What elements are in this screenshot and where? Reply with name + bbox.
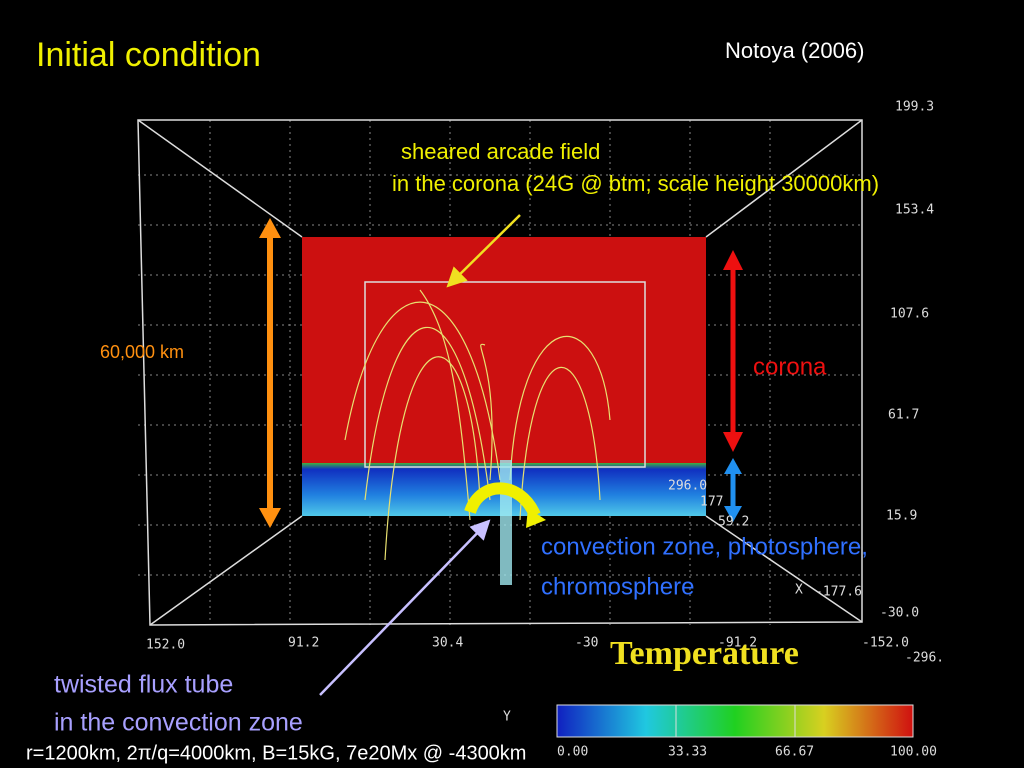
axis-label: 177: [700, 495, 723, 510]
citation: Notoya (2006): [725, 38, 864, 63]
axis-label: -91.2: [718, 636, 757, 651]
corona-region: [302, 237, 706, 465]
annotation: convection zone, photosphere,: [541, 533, 868, 560]
footer: r=1200km, 2π/q=4000km, B=15kG, 7e20Mx @ …: [26, 742, 526, 764]
annotation: in the corona (24G @ btm; scale height 3…: [392, 171, 879, 196]
axis-label: 153.4: [895, 203, 934, 218]
colorbar-label: 33.33: [668, 745, 707, 760]
colorbar-label: 66.67: [775, 745, 814, 760]
annotation: sheared arcade field: [401, 139, 600, 164]
field-lines: [344, 289, 611, 585]
annotation: corona: [753, 353, 827, 380]
axis-label: Y: [503, 710, 511, 725]
axis-label: 199.3: [895, 100, 934, 115]
annotation: in the convection zone: [54, 709, 303, 737]
axis-label: 107.6: [890, 307, 929, 322]
axis-label: -30: [575, 636, 598, 651]
axis-label: 296.0: [668, 479, 707, 494]
axis-label: 61.7: [888, 408, 919, 423]
axis-label: X: [795, 583, 803, 598]
axis-label: -177.6: [815, 585, 862, 600]
axis-label: 15.9: [886, 509, 917, 524]
colorbar-scale: [556, 704, 914, 738]
arrows: [259, 214, 743, 696]
colorbar: Temperature 0.00 33.33 66.67 100.00: [556, 635, 937, 760]
annotation: chromosphere: [541, 573, 694, 600]
colorbar-label: 0.00: [557, 745, 588, 760]
axis-label: -152.0: [862, 636, 909, 651]
axis-label: 152.0: [146, 638, 185, 653]
axis-labels: 199.3 153.4 107.6 61.7 15.9 -30.0 -296. …: [146, 100, 944, 725]
axis-label: 59.2: [718, 515, 749, 530]
title: Initial condition: [36, 36, 261, 74]
axis-label: 30.4: [432, 636, 463, 651]
colorbar-title: Temperature: [610, 635, 799, 672]
annotation: twisted flux tube: [54, 671, 233, 699]
axis-label: 91.2: [288, 636, 319, 651]
colorbar-label: 100.00: [890, 745, 937, 760]
axis-label: -296.: [905, 651, 944, 666]
annotation: 60,000 km: [100, 342, 184, 362]
axis-label: -30.0: [880, 606, 919, 621]
